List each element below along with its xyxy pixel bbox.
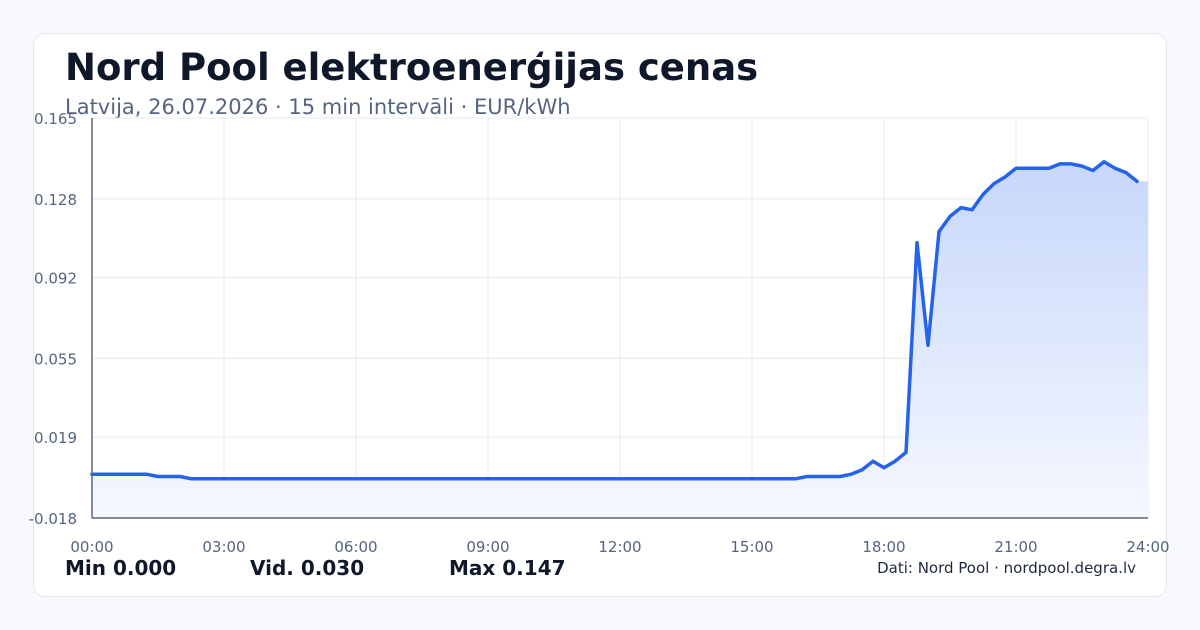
axes [91,118,1148,519]
tick-labels: 0.165 0.128 0.092 0.055 0.019 -0.018 00:00 03:0… [29,110,1170,556]
y-tick-label: 0.092 [34,270,77,288]
chart-subtitle: Latvija, 26.07.2026 · 15 min intervāli ·… [65,95,571,119]
x-tick-label: 09:00 [466,538,509,556]
stat-avg: Vid. 0.030 [250,556,365,580]
x-tick-label: 06:00 [334,538,377,556]
stat-max: Max 0.147 [449,556,566,580]
y-tick-label: 0.019 [34,429,77,447]
x-tick-label: 12:00 [598,538,641,556]
x-tick-label: 24:00 [1126,538,1169,556]
x-tick-label: 18:00 [862,538,905,556]
x-tick-label: 00:00 [70,538,113,556]
price-line [90,159,1139,481]
y-tick-label: 0.128 [34,191,77,209]
x-tick-label: 21:00 [994,538,1037,556]
x-tick-label: 15:00 [730,538,773,556]
chart-title: Nord Pool elektroenerģijas cenas [65,46,759,89]
data-source: Dati: Nord Pool · nordpool.degra.lv [877,559,1136,577]
x-tick-label: 03:00 [202,538,245,556]
stat-min: Min 0.000 [65,556,177,580]
y-tick-label: 0.055 [34,350,77,368]
price-area-fill [92,161,1148,518]
y-tick-label: -0.018 [29,510,77,528]
y-tick-label: 0.165 [34,110,77,128]
